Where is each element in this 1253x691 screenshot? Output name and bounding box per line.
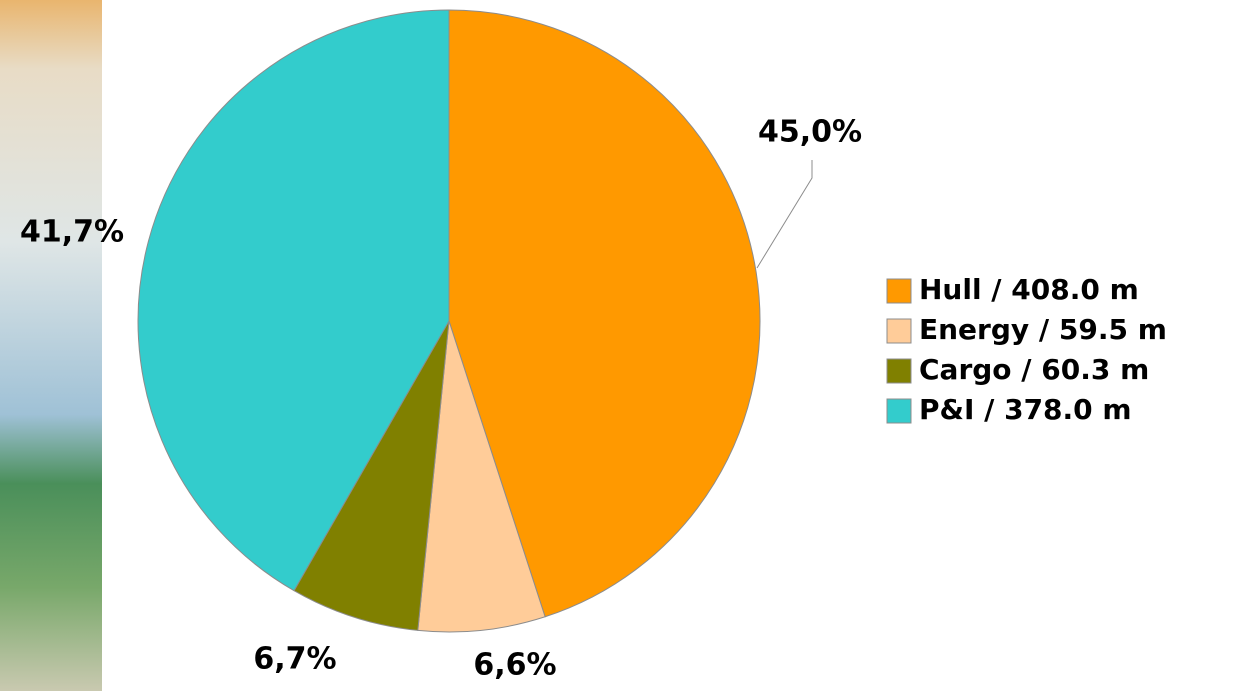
pie-slice — [137, 9, 450, 592]
background-image — [0, 0, 102, 691]
data-label: 6,7% — [253, 642, 336, 677]
legend-swatch — [886, 318, 912, 344]
data-label: 6,6% — [473, 648, 556, 683]
data-label: 41,7% — [20, 215, 124, 250]
data-labels: 45,0% 6,6% 6,7% 41,7% — [20, 115, 862, 683]
pie-slice — [417, 320, 546, 633]
pie-slice — [293, 320, 450, 631]
legend-swatch — [886, 398, 912, 424]
legend-label: Energy / 59.5 m — [919, 313, 1167, 346]
legend-label: P&I / 378.0 m — [919, 393, 1132, 426]
data-label: 45,0% — [758, 115, 862, 150]
legend-swatch — [886, 358, 912, 384]
legend-swatch — [886, 278, 912, 304]
pie — [137, 9, 761, 633]
legend: Hull / 408.0 m Energy / 59.5 m Cargo / 60.… — [886, 273, 1167, 426]
legend-label: Cargo / 60.3 m — [919, 353, 1149, 386]
leader-line — [756, 160, 813, 269]
pie-slice — [448, 9, 761, 618]
legend-label: Hull / 408.0 m — [919, 273, 1139, 306]
